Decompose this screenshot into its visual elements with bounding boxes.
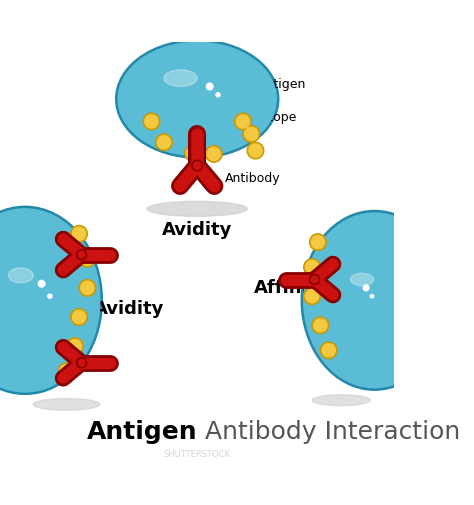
Circle shape xyxy=(235,113,251,130)
Circle shape xyxy=(237,115,250,128)
Circle shape xyxy=(243,126,260,142)
Ellipse shape xyxy=(164,70,197,86)
Circle shape xyxy=(78,251,85,258)
Ellipse shape xyxy=(147,201,247,216)
Circle shape xyxy=(38,280,45,287)
Circle shape xyxy=(192,160,202,171)
Circle shape xyxy=(81,252,94,266)
Circle shape xyxy=(81,281,94,294)
Circle shape xyxy=(370,294,374,298)
Circle shape xyxy=(304,259,320,275)
Ellipse shape xyxy=(118,42,276,156)
Circle shape xyxy=(78,360,85,366)
Text: Affinity: Affinity xyxy=(254,279,329,297)
Text: Avidity: Avidity xyxy=(162,221,232,239)
Circle shape xyxy=(60,365,73,378)
Ellipse shape xyxy=(33,398,100,410)
Ellipse shape xyxy=(301,211,447,390)
Circle shape xyxy=(314,319,327,332)
Text: Avidity: Avidity xyxy=(94,299,164,318)
Circle shape xyxy=(79,250,96,267)
Circle shape xyxy=(311,235,325,249)
Circle shape xyxy=(206,145,222,162)
Circle shape xyxy=(76,358,87,368)
Text: SHUTTERSTOCK: SHUTTERSTOCK xyxy=(164,450,231,459)
Circle shape xyxy=(206,83,213,90)
Circle shape xyxy=(207,147,220,161)
Circle shape xyxy=(185,145,201,162)
Circle shape xyxy=(312,317,328,334)
Circle shape xyxy=(310,275,319,285)
Circle shape xyxy=(79,280,96,296)
Text: Epitope: Epitope xyxy=(250,112,297,124)
Text: Antibody: Antibody xyxy=(225,172,280,185)
Circle shape xyxy=(363,285,369,291)
Circle shape xyxy=(145,115,158,128)
Circle shape xyxy=(247,142,264,159)
Circle shape xyxy=(71,225,87,242)
Circle shape xyxy=(66,338,83,355)
Ellipse shape xyxy=(116,40,279,158)
Circle shape xyxy=(249,144,262,157)
Circle shape xyxy=(58,363,75,379)
Circle shape xyxy=(305,289,319,303)
Text: Antigen: Antigen xyxy=(87,420,197,444)
Ellipse shape xyxy=(350,273,374,286)
Circle shape xyxy=(216,93,220,97)
Circle shape xyxy=(73,227,86,240)
Circle shape xyxy=(305,261,319,274)
Circle shape xyxy=(322,343,335,357)
Text: Antigen: Antigen xyxy=(258,78,306,91)
Circle shape xyxy=(157,135,171,149)
Circle shape xyxy=(76,249,87,260)
Ellipse shape xyxy=(9,268,33,283)
Ellipse shape xyxy=(0,207,102,394)
Circle shape xyxy=(193,162,201,169)
Circle shape xyxy=(68,339,82,353)
Circle shape xyxy=(143,113,160,130)
Ellipse shape xyxy=(0,209,100,392)
Circle shape xyxy=(71,309,87,325)
Circle shape xyxy=(310,234,326,250)
Circle shape xyxy=(48,294,52,298)
Circle shape xyxy=(311,276,318,283)
Circle shape xyxy=(245,127,258,140)
Circle shape xyxy=(304,288,320,305)
Circle shape xyxy=(320,342,337,359)
Circle shape xyxy=(73,311,86,324)
Ellipse shape xyxy=(312,395,370,406)
Circle shape xyxy=(155,134,172,150)
Text: Antibody Interaction: Antibody Interaction xyxy=(197,420,460,444)
Circle shape xyxy=(186,146,200,160)
Ellipse shape xyxy=(304,213,445,388)
